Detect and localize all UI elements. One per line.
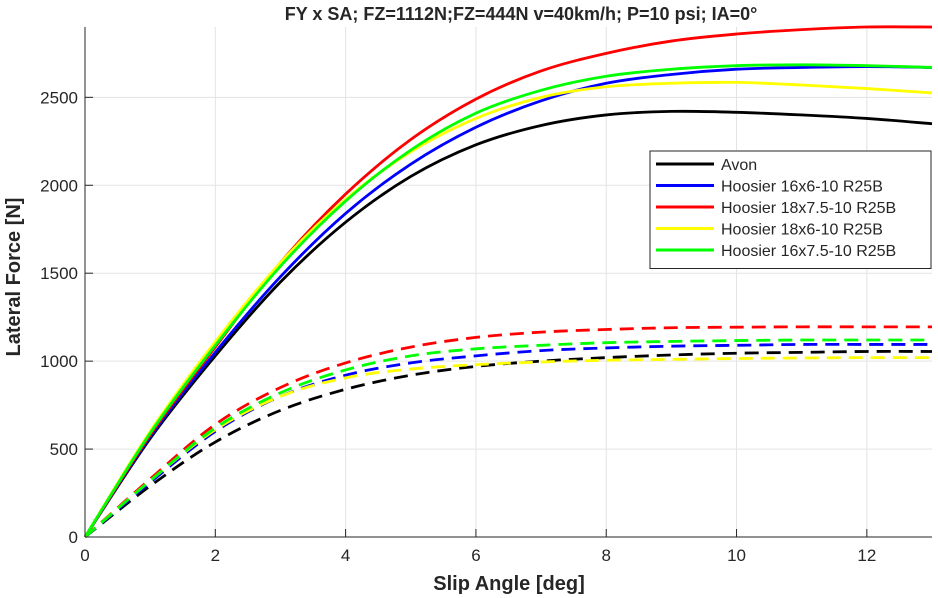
axes: 0 2 4 6 8 10 12 0 500 1000 1500 2000 2500 <box>40 27 932 565</box>
legend-entry: Hoosier 16x7.5-10 R25B <box>721 243 896 260</box>
y-tick-label: 2000 <box>40 176 78 195</box>
legend-entry: Hoosier 16x6-10 R25B <box>721 179 883 196</box>
y-tick-label: 2500 <box>40 88 78 107</box>
legend-entry: Hoosier 18x7.5-10 R25B <box>721 200 896 217</box>
series-line-7-dashed <box>84 325 932 539</box>
series-line-3-solid <box>83 80 933 538</box>
x-tick-label: 6 <box>471 546 480 565</box>
x-tick-label: 10 <box>727 546 746 565</box>
series-line-1-solid <box>83 65 933 538</box>
x-tick-label: 4 <box>341 546 350 565</box>
x-tick-label: 8 <box>601 546 610 565</box>
y-tick-label: 500 <box>50 440 78 459</box>
y-tick-label: 0 <box>69 528 78 547</box>
series-line-5-dashed <box>84 350 933 539</box>
series-line-8-dashed <box>84 356 933 539</box>
series-line-0-solid <box>83 109 933 538</box>
y-tick-label: 1500 <box>40 264 78 283</box>
series-line-4-solid <box>83 63 933 538</box>
legend-entry: Hoosier 18x6-10 R25B <box>721 222 883 239</box>
legend-entry: Avon <box>721 157 757 174</box>
y-tick-label: 1000 <box>40 352 78 371</box>
series-line-2-solid <box>83 25 933 538</box>
y-axis-label: Lateral Force [N] <box>3 198 25 357</box>
series-line-9-dashed <box>84 338 932 539</box>
legend: Avon Hoosier 16x6-10 R25B Hoosier 18x7.5-1… <box>649 150 932 269</box>
grid <box>84 27 932 538</box>
x-tick-label: 12 <box>857 546 876 565</box>
x-tick-label: 2 <box>211 546 220 565</box>
chart-title: FY x SA; FZ=1112N;FZ=444N v=40km/h; P=10… <box>285 4 758 24</box>
series-layer <box>83 25 933 539</box>
x-axis-label: Slip Angle [deg] <box>433 573 584 595</box>
x-tick-label: 0 <box>80 546 89 565</box>
series-line-6-dashed <box>84 342 932 539</box>
